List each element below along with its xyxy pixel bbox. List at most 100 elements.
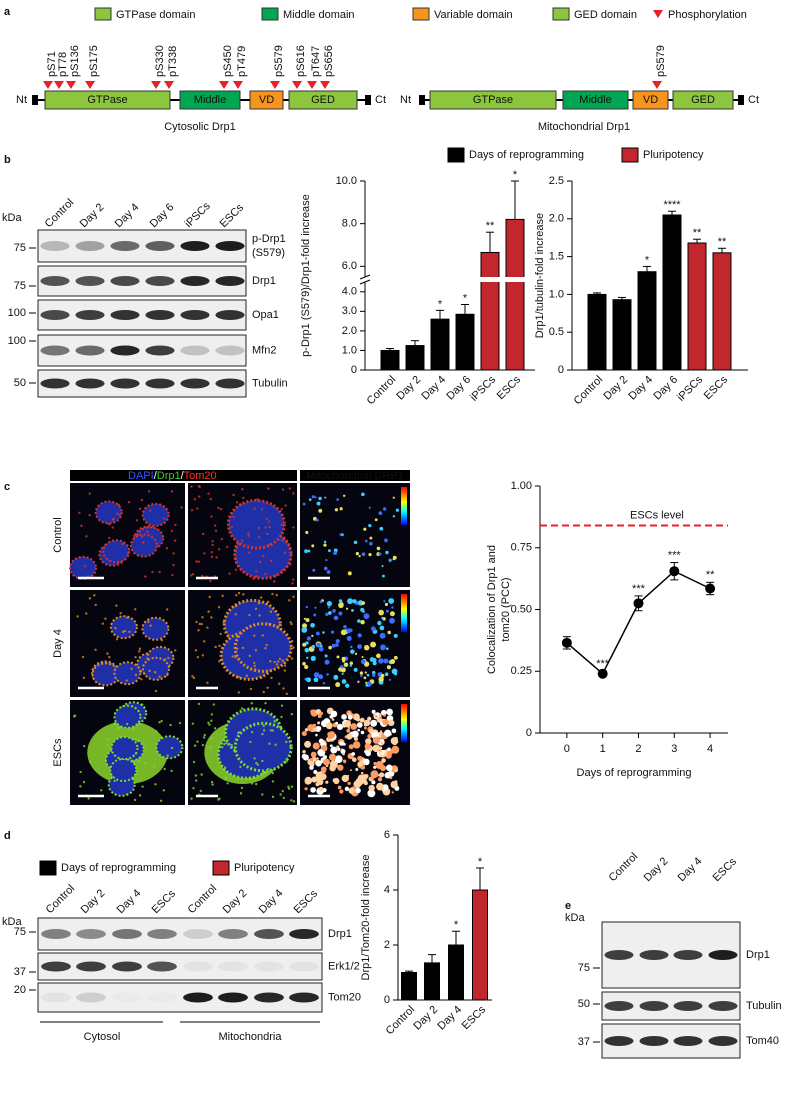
signal-dot xyxy=(214,529,218,532)
mito-dot xyxy=(370,747,373,751)
mito-dot xyxy=(359,671,364,675)
mito-dot xyxy=(309,765,314,770)
signal-dot xyxy=(115,638,119,641)
site-label: pS330 xyxy=(154,45,166,77)
signal-dot xyxy=(268,622,271,626)
blot-strip xyxy=(37,265,247,297)
signal-dot xyxy=(200,622,203,626)
mito-dot xyxy=(312,516,317,521)
signal-dot xyxy=(264,572,267,576)
mito-dot xyxy=(301,626,308,633)
domain-label: VD xyxy=(643,94,658,106)
mito-dot xyxy=(391,606,394,609)
signal-dot xyxy=(292,595,295,598)
y-tick-label: 1.5 xyxy=(549,251,564,263)
significance: * xyxy=(454,919,459,931)
lane-label: Day 6 xyxy=(148,201,177,230)
mito-dot xyxy=(339,533,342,536)
blot-band xyxy=(75,310,105,320)
bar xyxy=(405,345,425,371)
phospho-marker xyxy=(54,81,64,89)
row-label: Day 4 xyxy=(52,629,64,658)
signal-dot xyxy=(230,525,234,529)
mito-dot xyxy=(336,745,340,749)
legend-swatch xyxy=(39,860,57,876)
nucleus xyxy=(233,622,293,673)
blot-band xyxy=(215,345,245,356)
signal-dot xyxy=(132,728,135,731)
mito-dot xyxy=(314,606,317,609)
signal-dot xyxy=(232,493,235,497)
signal-dot xyxy=(141,785,144,788)
site-label: pS579 xyxy=(655,45,667,77)
mito-dot xyxy=(363,676,367,680)
image-header xyxy=(70,470,297,481)
mito-dot xyxy=(326,673,329,676)
x-tick-label: Day 4 xyxy=(626,374,655,403)
site-label: pS175 xyxy=(88,45,100,77)
mito-dot xyxy=(324,654,328,658)
blot-band xyxy=(673,1001,703,1011)
phospho-marker xyxy=(320,81,330,89)
mito-dot xyxy=(360,607,365,612)
signal-dot xyxy=(198,495,201,498)
signal-dot xyxy=(280,569,284,572)
panel-label: e xyxy=(565,900,571,912)
signal-dot xyxy=(211,783,214,786)
significance: **** xyxy=(663,199,681,211)
mito-dot xyxy=(304,776,313,785)
signal-dot xyxy=(210,616,213,619)
blot-band xyxy=(110,276,140,286)
signal-dot xyxy=(278,657,282,661)
signal-dot xyxy=(225,741,228,745)
signal-dot xyxy=(190,509,194,512)
signal-dot xyxy=(273,720,276,723)
mito-dot xyxy=(334,755,343,764)
bar xyxy=(712,252,732,371)
mito-dot xyxy=(372,673,376,677)
nucleus xyxy=(109,615,138,640)
signal-dot xyxy=(211,543,214,547)
blot-band xyxy=(215,378,245,389)
domain-label: Middle xyxy=(579,94,611,106)
mito-dot xyxy=(360,730,365,735)
y-axis-title: Colocalization of Drp1 and xyxy=(486,545,498,674)
nucleus xyxy=(113,704,142,729)
blot-band xyxy=(76,961,106,972)
mito-dot xyxy=(379,526,384,531)
mito-dot xyxy=(361,601,366,605)
mito-dot xyxy=(312,742,320,750)
mito-dot xyxy=(392,515,396,518)
y-tick-label: 0.50 xyxy=(511,603,532,615)
nucleus xyxy=(141,616,170,641)
mito-dot xyxy=(315,760,322,767)
signal-dot xyxy=(290,785,294,788)
signal-dot xyxy=(218,660,221,663)
marker-label: 75 xyxy=(14,280,26,292)
signal-dot xyxy=(237,675,240,679)
lane-label: iPSCs xyxy=(183,200,213,230)
bar xyxy=(455,313,475,371)
blot-band xyxy=(215,241,245,251)
mito-dot xyxy=(304,728,309,732)
blot-band xyxy=(639,1001,669,1011)
signal-dot xyxy=(219,632,222,636)
signal-dot xyxy=(235,594,238,597)
signal-dot xyxy=(141,703,144,706)
mito-dot xyxy=(370,770,379,779)
x-tick-label: Day 4 xyxy=(435,1004,464,1033)
mito-dot xyxy=(330,746,338,754)
mito-dot xyxy=(379,625,385,631)
mito-dot xyxy=(318,738,324,744)
blot-strip xyxy=(37,369,247,398)
mito-dot xyxy=(357,755,363,761)
mito-dot xyxy=(370,719,378,727)
lane-label: ESCs xyxy=(711,855,740,884)
signal-dot xyxy=(241,646,245,650)
signal-dot xyxy=(268,742,271,745)
mito-dot xyxy=(378,749,381,752)
domain-label: GED xyxy=(311,94,335,106)
mito-dot xyxy=(325,558,328,562)
mito-dot xyxy=(304,787,308,791)
legend-swatch xyxy=(412,7,430,21)
